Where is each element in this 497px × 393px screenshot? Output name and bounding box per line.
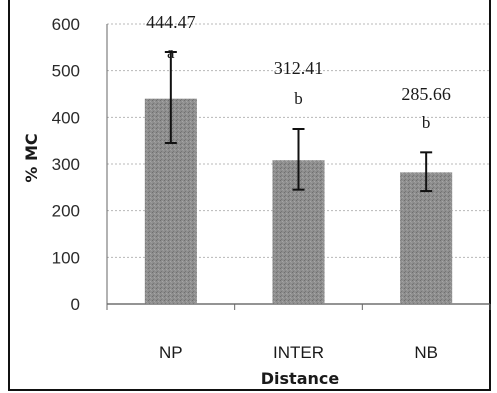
x-tick-label: NB — [414, 343, 438, 362]
data-label: 444.47 — [146, 12, 196, 32]
bar — [400, 172, 453, 304]
x-axis-label: Distance — [261, 369, 340, 388]
y-tick-label: 400 — [52, 108, 80, 127]
y-tick-labels: 0 100 200 300 400 500 600 — [52, 15, 80, 314]
x-tick-label: INTER — [273, 343, 324, 362]
y-tick-label: 600 — [52, 15, 80, 34]
data-label: 285.66 — [401, 84, 451, 104]
y-tick-label: 500 — [52, 62, 80, 81]
significance-letter: a — [167, 43, 175, 62]
y-axis-label: % MC — [22, 133, 41, 182]
y-tick-label: 200 — [52, 202, 80, 221]
data-label: 312.41 — [274, 58, 324, 78]
y-tick-label: 0 — [71, 295, 80, 314]
significance-letter: b — [294, 89, 303, 108]
data-labels: 444.47 a 312.41 b 285.66 b — [146, 12, 451, 132]
x-tick-label: NP — [159, 343, 183, 362]
y-tick-label: 100 — [52, 248, 80, 267]
x-tick-labels: NP INTER NB — [159, 343, 438, 362]
y-tick-label: 300 — [52, 155, 80, 174]
error-bars — [164, 51, 433, 193]
significance-letter: b — [422, 113, 431, 132]
